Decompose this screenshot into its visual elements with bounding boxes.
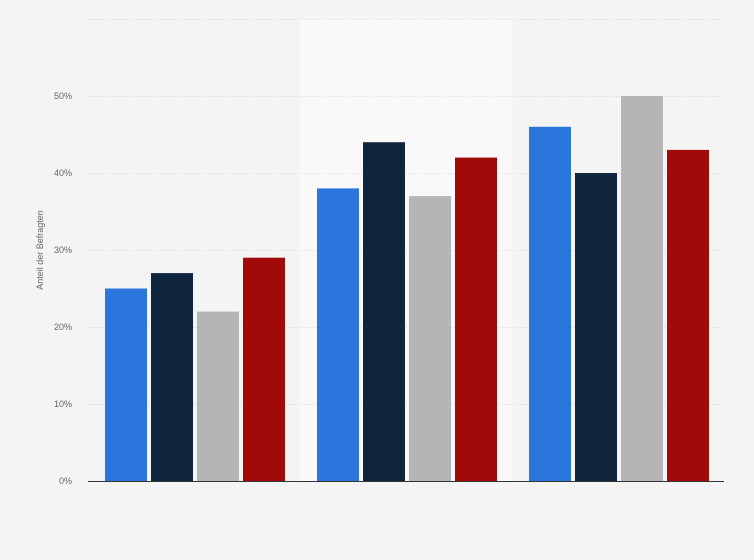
bar[interactable] [105,288,147,482]
bars [105,96,709,482]
y-tick-label: 10% [54,399,72,409]
bar[interactable] [667,149,709,481]
bar[interactable] [575,173,617,481]
gridlines: 0% 10% 20% 30% 40% 50% [54,19,724,486]
bar[interactable] [409,196,451,481]
y-axis-title: Anteil der Befragten [35,210,45,290]
y-tick-label: 20% [54,322,72,332]
y-tick-label: 0% [59,476,72,486]
bar[interactable] [243,257,285,481]
bar[interactable] [197,311,239,481]
y-tick-label: 30% [54,245,72,255]
bar[interactable] [151,273,193,481]
bar[interactable] [363,142,405,481]
bar[interactable] [455,157,497,481]
y-tick-label: 40% [54,168,72,178]
bar[interactable] [621,96,663,481]
y-tick-label: 50% [54,91,72,101]
bar[interactable] [317,188,359,481]
bar[interactable] [529,126,571,482]
